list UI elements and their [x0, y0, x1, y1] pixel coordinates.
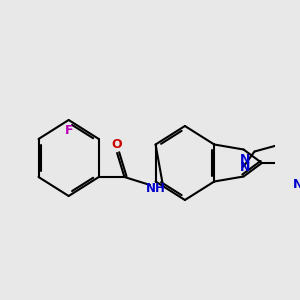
Text: F: F: [64, 124, 73, 136]
Text: N: N: [240, 161, 250, 174]
Text: O: O: [112, 137, 122, 151]
Text: NH: NH: [146, 182, 166, 196]
Text: N: N: [293, 178, 300, 191]
Text: N: N: [240, 153, 250, 166]
